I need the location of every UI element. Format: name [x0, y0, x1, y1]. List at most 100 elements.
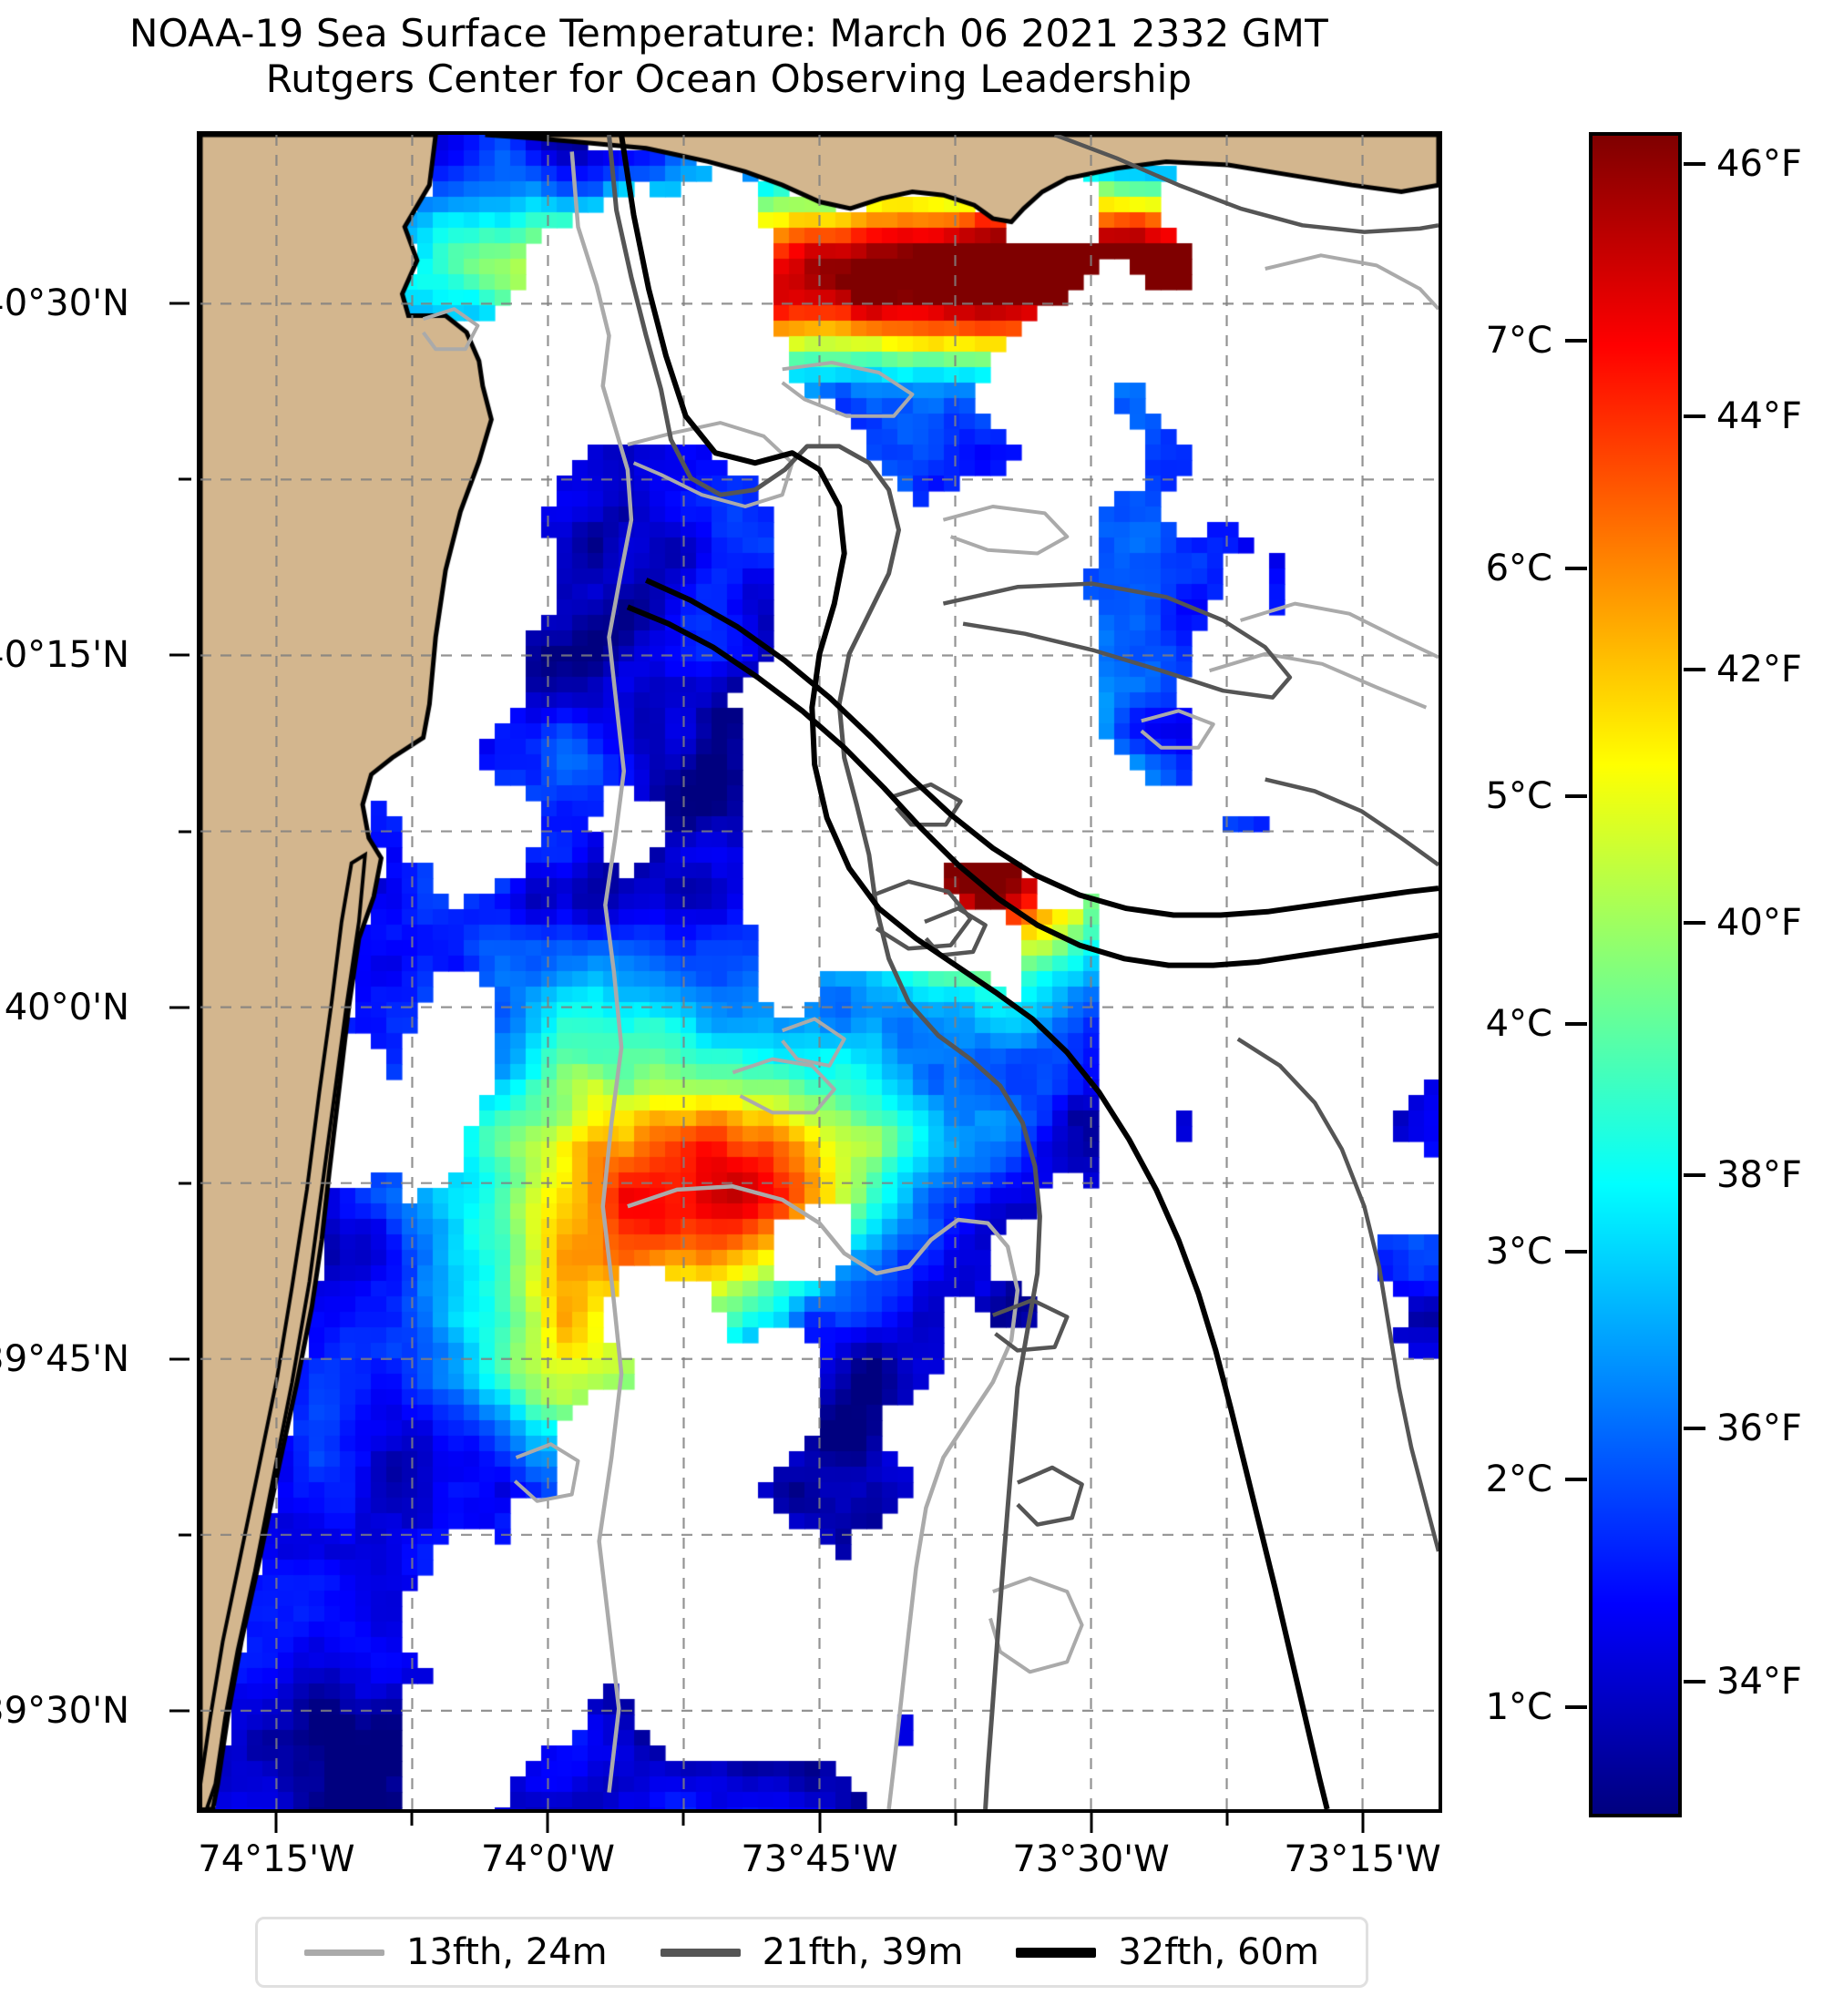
- legend-item: 13fth, 24m: [304, 1931, 608, 1973]
- isobath-line: [868, 879, 973, 951]
- isobath-line: [1209, 651, 1428, 710]
- isobath-line: [607, 135, 1042, 1809]
- x-axis-tick-label: 73°45'W: [741, 1838, 898, 1880]
- isobath-line: [1236, 1037, 1439, 1552]
- graticule-gridlines: [200, 135, 1439, 1809]
- isobath-line: [781, 1017, 846, 1068]
- isobath-line: [1140, 709, 1215, 750]
- isobath-line: [513, 1442, 580, 1503]
- x-axis-minor-tick: [681, 1813, 685, 1826]
- x-axis-labels: 74°15'W 74°0'W 73°45'W 73°30'W 73°15'W: [197, 1822, 1442, 1886]
- isobath-line: [781, 361, 915, 418]
- y-axis-tick-label: 40°30'N: [0, 282, 129, 325]
- isobath-line: [627, 1184, 1020, 1809]
- y-axis-minor-tick: [179, 1182, 191, 1185]
- isobath-line: [626, 604, 1439, 968]
- x-axis-tick-label: 74°0'W: [481, 1838, 615, 1880]
- colorbar-label-celsius: 6°C: [1485, 547, 1552, 589]
- isobath-line: [569, 151, 634, 1793]
- y-axis-tick-mark: [169, 653, 189, 657]
- isobath-line: [619, 135, 1330, 1809]
- colorbar-label-fahrenheit: 42°F: [1716, 648, 1802, 691]
- y-axis-tick-label: 39°30'N: [0, 1689, 129, 1732]
- x-axis-tick-label: 73°30'W: [1012, 1838, 1170, 1880]
- isobath-line: [893, 782, 963, 827]
- colorbar-label-fahrenheit: 46°F: [1716, 142, 1802, 185]
- colorbar-tick-celsius: [1565, 1021, 1587, 1026]
- colorbar[interactable]: [1589, 132, 1682, 1817]
- sst-raster-layer: [200, 135, 1439, 1809]
- colorbar-label-celsius: 7°C: [1485, 319, 1552, 362]
- y-axis-minor-tick: [179, 1533, 191, 1537]
- x-axis-tick-label: 74°15'W: [198, 1838, 355, 1880]
- x-axis-minor-tick: [410, 1813, 414, 1826]
- legend-label: 13fth, 24m: [406, 1931, 608, 1973]
- colorbar-label-fahrenheit: 44°F: [1716, 395, 1802, 438]
- colorbar-label-fahrenheit: 36°F: [1716, 1407, 1802, 1450]
- colorbar-tick-fahrenheit: [1684, 920, 1705, 925]
- title-line-2: Rutgers Center for Ocean Observing Leade…: [265, 56, 1193, 101]
- figure-title: NOAA-19 Sea Surface Temperature: March 0…: [0, 11, 1458, 102]
- colorbar-tick-celsius: [1565, 338, 1587, 343]
- legend-line-13fth: [304, 1949, 385, 1956]
- legend-label: 32fth, 60m: [1118, 1931, 1319, 1973]
- colorbar-label-celsius: 5°C: [1485, 774, 1552, 817]
- colorbar-tick-fahrenheit: [1684, 1679, 1705, 1683]
- isobath-contours: [421, 135, 1439, 1809]
- isobath-line: [988, 1576, 1084, 1674]
- colorbar-tick-celsius: [1565, 1477, 1587, 1481]
- x-axis-minor-tick: [954, 1813, 957, 1826]
- legend-line-21fth: [660, 1948, 741, 1957]
- colorbar-label-celsius: 4°C: [1485, 1002, 1552, 1045]
- isobath-line: [1016, 1465, 1084, 1527]
- x-axis-tick-mark: [1361, 1813, 1365, 1833]
- isobath-line: [627, 421, 794, 508]
- y-axis-tick-mark: [169, 1709, 189, 1713]
- x-axis-tick-mark: [1090, 1813, 1093, 1833]
- y-axis-labels: 40°30'N 40°15'N 40°0'N 39°45'N 39°30'N: [0, 131, 169, 1813]
- colorbar-tick-celsius: [1565, 793, 1587, 798]
- isobath-line: [1265, 253, 1439, 311]
- y-axis-ticks: [0, 131, 197, 1813]
- colorbar-tick-fahrenheit: [1684, 161, 1705, 166]
- isobath-line: [732, 1057, 836, 1115]
- y-axis-tick-label: 40°15'N: [0, 634, 129, 677]
- y-axis-tick-mark: [169, 302, 189, 305]
- y-axis-tick-mark: [169, 1357, 189, 1361]
- colorbar-tick-fahrenheit: [1684, 667, 1705, 671]
- colorbar-tick-fahrenheit: [1684, 1173, 1705, 1178]
- y-axis-tick-mark: [169, 1006, 189, 1009]
- y-axis-minor-tick: [179, 830, 191, 834]
- colorbar-label-fahrenheit: 34°F: [1716, 1660, 1802, 1703]
- isobath-line: [1265, 777, 1439, 867]
- colorbar-tick-celsius: [1565, 566, 1587, 570]
- map-plot-area[interactable]: [197, 131, 1442, 1813]
- isobath-line: [942, 505, 1070, 556]
- colorbar-tick-celsius: [1565, 1704, 1587, 1709]
- colorbar-gradient: [1593, 136, 1678, 1814]
- legend-item: 21fth, 39m: [660, 1931, 964, 1973]
- x-axis-tick-label: 73°15'W: [1284, 1838, 1441, 1880]
- isobath-line: [991, 1297, 1070, 1353]
- colorbar-tick-fahrenheit: [1684, 414, 1705, 419]
- map-vector-overlay: [200, 135, 1439, 1809]
- isobath-line: [644, 578, 1439, 918]
- isobath-line: [1240, 601, 1439, 660]
- colorbar-label-celsius: 3°C: [1485, 1230, 1552, 1273]
- title-line-1: NOAA-19 Sea Surface Temperature: March 0…: [129, 11, 1328, 56]
- x-axis-ticks: [197, 1813, 1442, 1840]
- x-axis-tick-mark: [546, 1813, 549, 1833]
- colorbar-label-celsius: 2°C: [1485, 1458, 1552, 1500]
- colorbar-tick-fahrenheit: [1684, 1427, 1705, 1431]
- colorbar-label-celsius: 1°C: [1485, 1685, 1552, 1728]
- legend-line-32fth: [1016, 1947, 1097, 1958]
- y-axis-minor-tick: [179, 477, 191, 481]
- legend-label: 21fth, 39m: [762, 1931, 964, 1973]
- isobath-line: [421, 307, 480, 352]
- colorbar-label-fahrenheit: 38°F: [1716, 1154, 1802, 1197]
- x-axis-tick-mark: [818, 1813, 821, 1833]
- colorbar-tick-celsius: [1565, 1249, 1587, 1254]
- map-canvas: [200, 135, 1439, 1809]
- x-axis-minor-tick: [1225, 1813, 1229, 1826]
